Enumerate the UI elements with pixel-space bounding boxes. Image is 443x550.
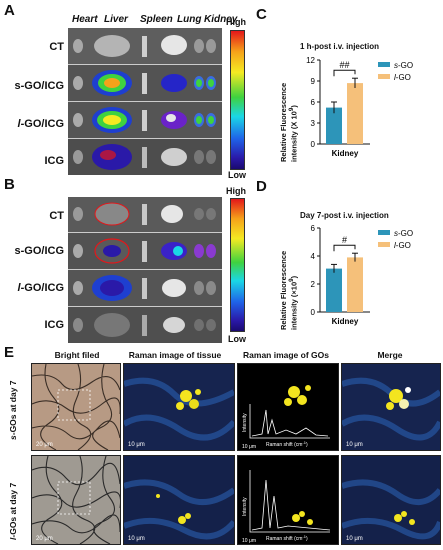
scale-bar-label: 20 μm xyxy=(36,442,53,448)
inset-xlabel: Raman shift (cm-1) xyxy=(266,440,308,448)
organ-liver-label: Liver xyxy=(104,14,128,25)
chart-d-legend-label-1: l-GO xyxy=(394,241,411,250)
organ-fluorescence-images-b xyxy=(68,197,222,343)
chart-d-xlabel: Kidney xyxy=(332,317,359,326)
colorbar-low-label-b: Low xyxy=(228,334,246,344)
colorbar-b xyxy=(230,198,245,332)
row-label-lgo-a: l-GO/ICG xyxy=(17,118,64,130)
raman-gos-image-s: Raman shift (cm-1) Intensity 10 μm xyxy=(237,363,339,451)
chart-d-legend-label-0: s-GO xyxy=(394,229,413,238)
bright-field-image-s: 20 μm xyxy=(31,363,121,451)
row-label-sgo-b: s-GO/ICG xyxy=(14,245,64,257)
chart-c-legend-label-1: l-GO xyxy=(394,73,411,82)
panel-label-e: E xyxy=(4,344,15,361)
scale-bar-label: 10 μm xyxy=(242,538,256,544)
organ-fluorescence-images-a xyxy=(68,28,222,175)
chart-c-ytick-label: 0 xyxy=(311,140,316,149)
chart-d-legend-swatch-0 xyxy=(378,230,390,235)
chart-c-title: 1 h-post i.v. injection xyxy=(300,42,379,51)
inset-ylabel: Intensity xyxy=(242,413,248,432)
chart-c-legend-label-0: s-GO xyxy=(394,61,413,70)
merge-image-l: 10 μm xyxy=(341,455,441,545)
scale-bar-label: 10 μm xyxy=(128,536,145,542)
row-label-ct-a: CT xyxy=(49,41,64,53)
e-header-merge: Merge xyxy=(377,350,403,360)
chart-c-ytick-label: 9 xyxy=(311,77,316,86)
chart-d-ytick-label: 6 xyxy=(311,224,316,233)
row-label-lgo-b: l-GO/ICG xyxy=(17,282,64,294)
chart-c-ytick-label: 12 xyxy=(306,56,315,65)
e-header-bright-field: Bright filed xyxy=(54,350,100,360)
chart-c-ytick-label: 3 xyxy=(311,119,316,128)
scale-bar-label: 10 μm xyxy=(346,536,363,542)
row-label-ct-b: CT xyxy=(49,210,64,222)
row-label-icg-a: ICG xyxy=(44,155,64,167)
chart-c: 0 3 6 9 12 ## Kidney s-GO l-GO xyxy=(306,56,413,158)
scale-bar-label: 10 μm xyxy=(346,442,363,448)
e-header-raman-gos: Raman image of GOs xyxy=(243,350,329,360)
merge-image-s: 10 μm xyxy=(341,363,441,451)
chart-d-ytick-label: 0 xyxy=(311,308,316,317)
scale-bar-label: 10 μm xyxy=(242,444,256,450)
chart-c-ylabel: Relative Fluorescence intensity (X 109) xyxy=(279,82,299,162)
raman-tissue-image-s: 10 μm xyxy=(123,363,235,451)
chart-d-sig-bracket xyxy=(333,244,356,252)
scale-bar-label: 20 μm xyxy=(36,536,53,542)
chart-c-bar-1 xyxy=(347,83,363,144)
panel-label-c: C xyxy=(256,6,267,23)
chart-c-legend-swatch-0 xyxy=(378,62,390,67)
e-header-raman-tissue: Raman image of tissue xyxy=(128,350,222,360)
chart-c-xlabel: Kidney xyxy=(332,149,359,158)
inset-xlabel: Raman shift (cm-1) xyxy=(266,534,308,542)
colorbar-a xyxy=(230,30,245,170)
colorbar-low-label-a: Low xyxy=(228,170,246,180)
raman-gos-image-l: Raman shift (cm-1) Intensity 10 μm xyxy=(237,455,339,545)
chart-d-title: Day 7-post i.v. injection xyxy=(300,211,389,220)
chart-c-bar-0 xyxy=(326,107,342,144)
chart-d-legend-swatch-1 xyxy=(378,242,390,247)
panel-label-a: A xyxy=(4,2,15,19)
chart-d-ytick-label: 2 xyxy=(311,280,316,289)
colorbar-high-label-b: High xyxy=(226,186,246,196)
chart-c-legend-swatch-1 xyxy=(378,74,390,79)
chart-d-ylabel: Relative Fluorescence intensity (×109) xyxy=(279,250,299,330)
e-row-label-l: l-GOs at day 7 xyxy=(8,482,18,540)
organ-spleen-label: Spleen xyxy=(140,14,173,25)
colorbar-high-label-a: High xyxy=(226,17,246,27)
inset-ylabel: Intensity xyxy=(242,497,248,516)
organ-lung-label: Lung xyxy=(177,14,202,25)
panel-label-b: B xyxy=(4,176,15,193)
e-row-label-s: s-GOs at day 7 xyxy=(8,380,18,440)
raman-tissue-image-l: 10 μm xyxy=(123,455,235,545)
chart-c-ytick-label: 6 xyxy=(311,98,316,107)
scale-bar-label: 10 μm xyxy=(128,442,145,448)
chart-c-sig-label: ## xyxy=(339,60,349,70)
panel-label-d: D xyxy=(256,178,267,195)
chart-d-sig-label: # xyxy=(342,235,347,245)
bright-field-image-l: 20 μm xyxy=(31,455,121,545)
organ-heart-label: Heart xyxy=(72,14,98,25)
row-label-sgo-a: s-GO/ICG xyxy=(14,80,64,92)
row-label-icg-b: ICG xyxy=(44,319,64,331)
organ-kidney-label: Kidney xyxy=(204,14,238,25)
chart-d-bar-1 xyxy=(347,257,363,312)
chart-d: 0 2 4 6 # Kidney s-GO l-GO xyxy=(311,224,414,326)
chart-d-bar-0 xyxy=(326,268,342,312)
chart-d-ytick-label: 4 xyxy=(311,252,316,261)
chart-c-sig-bracket xyxy=(333,69,356,77)
